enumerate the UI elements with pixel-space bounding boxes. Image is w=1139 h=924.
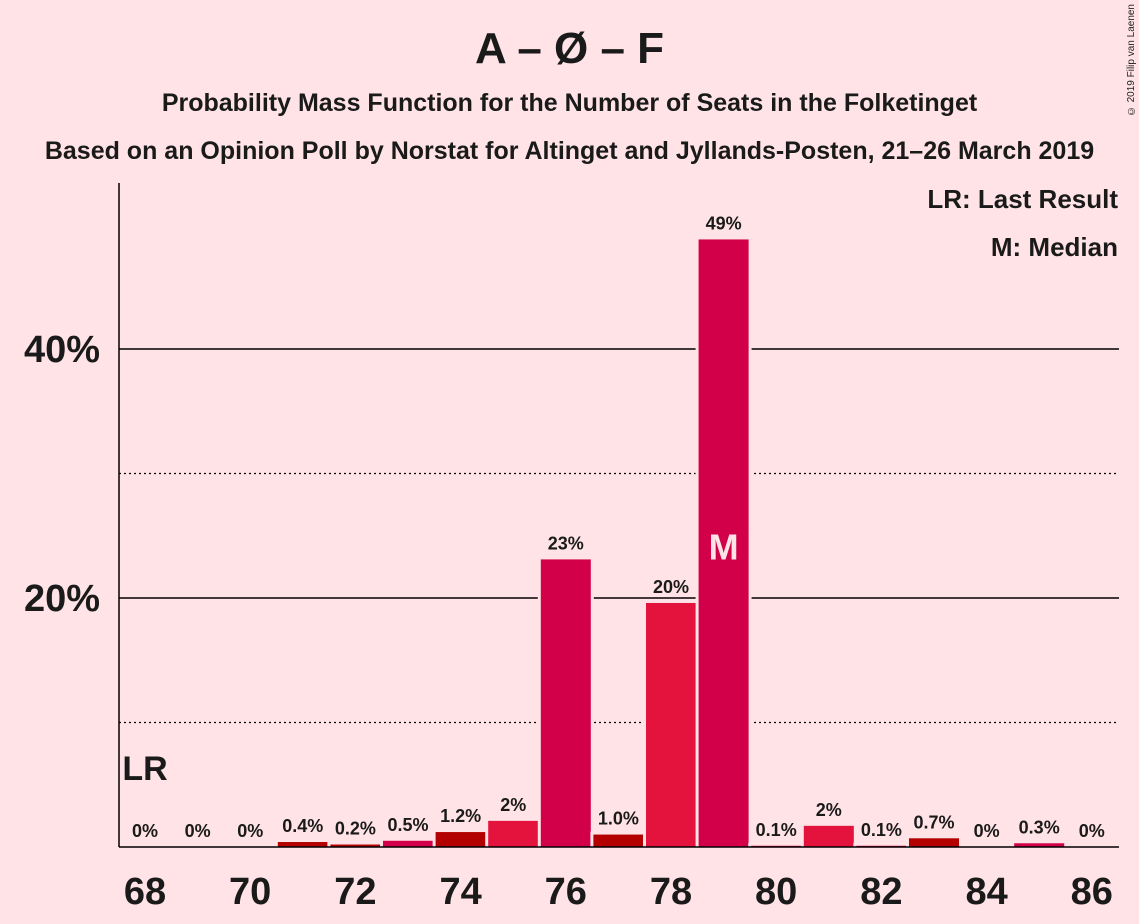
data-label-79: 49%	[706, 213, 742, 233]
bar-74	[435, 832, 486, 847]
median-marker: M	[709, 526, 739, 567]
data-label-75: 2%	[500, 795, 526, 815]
x-tick-label: 78	[650, 871, 692, 913]
x-tick-label: 74	[439, 871, 481, 913]
legend-median: M: Median	[990, 232, 1118, 262]
bar-76	[540, 559, 591, 847]
bar-83	[909, 838, 959, 847]
bar-75	[488, 820, 539, 847]
data-label-83: 0.7%	[913, 812, 954, 832]
x-tick-label: 72	[334, 871, 376, 913]
chart-source-line: Based on an Opinion Poll by Norstat for …	[44, 137, 1095, 165]
data-label-84: 0%	[974, 821, 1000, 841]
data-label-74: 1.2%	[440, 806, 481, 826]
bar-78	[646, 602, 696, 847]
x-tick-label: 86	[1071, 871, 1113, 913]
x-tick-label: 68	[124, 871, 166, 913]
y-tick-label: 40%	[24, 329, 100, 371]
bar-81	[803, 825, 854, 847]
data-label-73: 0.5%	[387, 815, 428, 835]
data-label-81: 2%	[816, 800, 842, 820]
data-label-77: 1.0%	[598, 809, 639, 829]
bar-halo	[327, 841, 384, 847]
data-label-68: 0%	[132, 821, 158, 841]
data-label-85: 0.3%	[1019, 817, 1060, 837]
bar-79	[698, 239, 749, 847]
data-label-72: 0.2%	[335, 819, 376, 839]
x-tick-label: 70	[229, 871, 271, 913]
x-tick-label: 82	[860, 871, 902, 913]
last-result-marker: LR	[122, 750, 167, 788]
legend-last-result: LR: Last Result	[927, 184, 1118, 214]
bar-77	[593, 834, 644, 847]
bar-72	[330, 844, 381, 847]
chart-subtitle: Probability Mass Function for the Number…	[161, 89, 978, 117]
bar-halo	[853, 842, 910, 847]
y-tick-label: 20%	[24, 578, 100, 620]
x-tick-label: 84	[965, 871, 1007, 913]
bar-85	[1014, 843, 1065, 847]
x-tick-label: 80	[755, 871, 797, 913]
chart-title: A – Ø – F	[474, 24, 665, 73]
data-label-70: 0%	[237, 821, 263, 841]
bar-73	[383, 840, 433, 847]
x-tick-label: 76	[545, 871, 587, 913]
bar-71	[277, 842, 328, 847]
data-label-80: 0.1%	[756, 820, 797, 840]
data-label-71: 0.4%	[282, 816, 323, 836]
data-label-76: 23%	[548, 533, 584, 553]
data-label-69: 0%	[185, 821, 211, 841]
bar-halo	[748, 842, 805, 847]
data-label-86: 0%	[1079, 821, 1105, 841]
data-label-78: 20%	[653, 577, 689, 597]
data-label-82: 0.1%	[861, 820, 902, 840]
